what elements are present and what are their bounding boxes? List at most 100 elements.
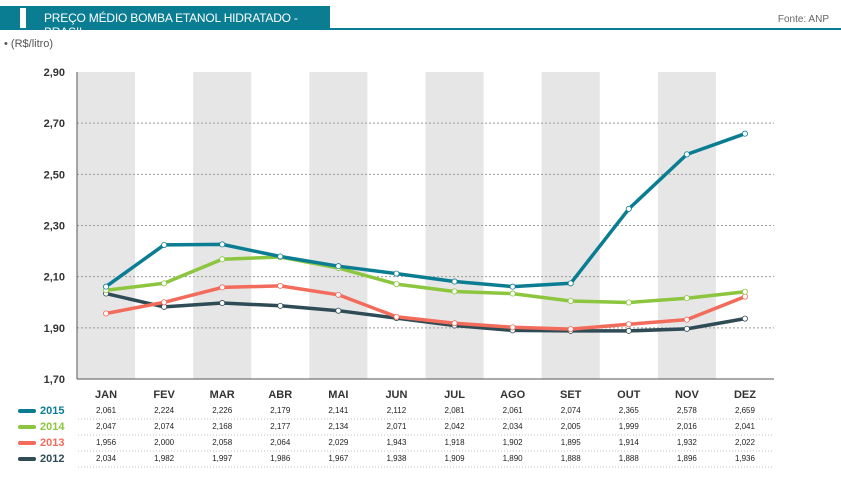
table-cell: 1,938 xyxy=(386,454,407,463)
data-point-2014 xyxy=(509,290,516,297)
table-cell: 1,895 xyxy=(561,438,582,447)
table-cell: 1,902 xyxy=(503,438,524,447)
data-point-2015 xyxy=(393,270,400,277)
table-cell: 2,000 xyxy=(154,438,175,447)
y-tick-label: 2,30 xyxy=(44,221,65,233)
data-point-2015 xyxy=(161,241,168,248)
data-point-2014 xyxy=(161,280,168,287)
table-cell: 2,064 xyxy=(270,438,291,447)
data-point-2015 xyxy=(567,280,574,287)
table-cell: 2,047 xyxy=(96,422,117,431)
chart-header: PREÇO MÉDIO BOMBA ETANOL HIDRATADO - BRA… xyxy=(0,6,841,39)
x-tick-labels: JAN FEV MAR ABR MAI JUN JUL AGO SET OUT NOV DEZ xyxy=(95,389,756,401)
table-cell: 2,226 xyxy=(212,406,233,415)
table-cell: 1,896 xyxy=(677,454,698,463)
data-point-2014 xyxy=(683,295,690,302)
x-tick-label: DEZ xyxy=(734,389,756,401)
table-cell: 1,982 xyxy=(154,454,175,463)
table-cell: 2,659 xyxy=(735,406,756,415)
table-cell: 2,365 xyxy=(619,406,640,415)
x-tick-label: AGO xyxy=(500,389,526,401)
table-cell: 1,943 xyxy=(386,438,407,447)
legend-label-2015: 2015 xyxy=(40,405,64,417)
data-point-2013 xyxy=(567,326,574,333)
data-point-2015 xyxy=(683,151,690,158)
table-cell: 2,016 xyxy=(677,422,698,431)
y-tick-label: 2,10 xyxy=(44,272,65,284)
data-point-2015 xyxy=(509,283,516,290)
table-cell: 2,074 xyxy=(561,406,582,415)
data-point-2013 xyxy=(277,282,284,289)
data-point-2015 xyxy=(625,205,632,212)
table-cell: 1,999 xyxy=(619,422,640,431)
x-tick-label: JAN xyxy=(95,389,117,401)
series-line-2015 xyxy=(104,131,747,289)
table-cell: 2,071 xyxy=(386,422,407,431)
table-cell: 2,168 xyxy=(212,422,233,431)
table-cell: 2,112 xyxy=(387,406,407,415)
table-cell: 1,914 xyxy=(619,438,640,447)
data-point-2015 xyxy=(277,253,284,260)
table-cell: 2,578 xyxy=(677,406,698,415)
data-point-2012 xyxy=(335,307,342,314)
data-point-2013 xyxy=(741,293,748,300)
data-point-2015 xyxy=(741,130,748,137)
table-cell: 2,034 xyxy=(503,422,524,431)
data-point-2013 xyxy=(683,316,690,323)
data-point-2014 xyxy=(393,281,400,288)
table-cell: 1,986 xyxy=(270,454,291,463)
table-cell: 1,997 xyxy=(212,454,233,463)
series-line-2014 xyxy=(104,255,747,305)
legend-label-2012: 2012 xyxy=(40,453,64,465)
table-cell: 2,177 xyxy=(270,422,291,431)
y-tick-label: 2,50 xyxy=(44,169,65,181)
table-cell: 1,956 xyxy=(96,438,117,447)
y-tick-label: 1,70 xyxy=(44,374,65,386)
x-tick-label: MAR xyxy=(210,389,235,401)
x-tick-label: FEV xyxy=(153,389,175,401)
x-tick-label: SET xyxy=(560,389,582,401)
data-point-2012 xyxy=(219,300,226,307)
table-cell: 1,936 xyxy=(735,454,756,463)
data-point-2013 xyxy=(625,321,632,328)
x-tick-label: OUT xyxy=(617,389,641,401)
data-table: 2015 2,061 2,224 2,226 2,179 2,141 2,112 2,081 2… xyxy=(18,405,774,468)
data-point-2013 xyxy=(219,284,226,291)
table-cell: 2,022 xyxy=(735,438,756,447)
table-cell: 1,890 xyxy=(503,454,524,463)
table-cell: 2,061 xyxy=(96,406,117,415)
table-cell: 2,034 xyxy=(96,454,117,463)
table-cell: 1,932 xyxy=(677,438,698,447)
data-point-2012 xyxy=(625,327,632,334)
x-tick-label: ABR xyxy=(268,389,292,401)
data-point-2014 xyxy=(567,297,574,304)
data-point-2014 xyxy=(451,288,458,295)
data-point-2015 xyxy=(103,283,110,290)
table-cell: 2,134 xyxy=(328,422,349,431)
data-point-2013 xyxy=(335,291,342,298)
y-tick-label: 2,90 xyxy=(44,67,65,79)
x-tick-label: JUL xyxy=(444,389,465,401)
data-point-2015 xyxy=(451,278,458,285)
legend-label-2013: 2013 xyxy=(40,437,64,449)
title-banner: PREÇO MÉDIO BOMBA ETANOL HIDRATADO - BRA… xyxy=(0,6,330,39)
data-point-2014 xyxy=(741,288,748,295)
table-cell: 1,967 xyxy=(328,454,349,463)
legend-swatch-2012 xyxy=(18,457,36,461)
x-tick-label: MAI xyxy=(328,389,348,401)
y-tick-labels: 2,90 2,70 2,50 2,30 2,10 1,90 1,70 xyxy=(44,67,65,386)
header-rule xyxy=(330,28,841,30)
series-line-2013 xyxy=(104,284,747,331)
title-tab-mark xyxy=(6,8,26,28)
source-note: Fonte: ANP xyxy=(777,14,829,25)
y-tick-label: 2,70 xyxy=(44,118,65,130)
data-point-2013 xyxy=(393,313,400,320)
table-cell: 2,061 xyxy=(503,406,524,415)
table-cell: 2,224 xyxy=(154,406,175,415)
data-point-2015 xyxy=(219,241,226,248)
table-cell: 1,888 xyxy=(619,454,640,463)
month-bands xyxy=(77,72,716,379)
series-lines xyxy=(104,131,747,333)
data-point-2014 xyxy=(219,256,226,263)
